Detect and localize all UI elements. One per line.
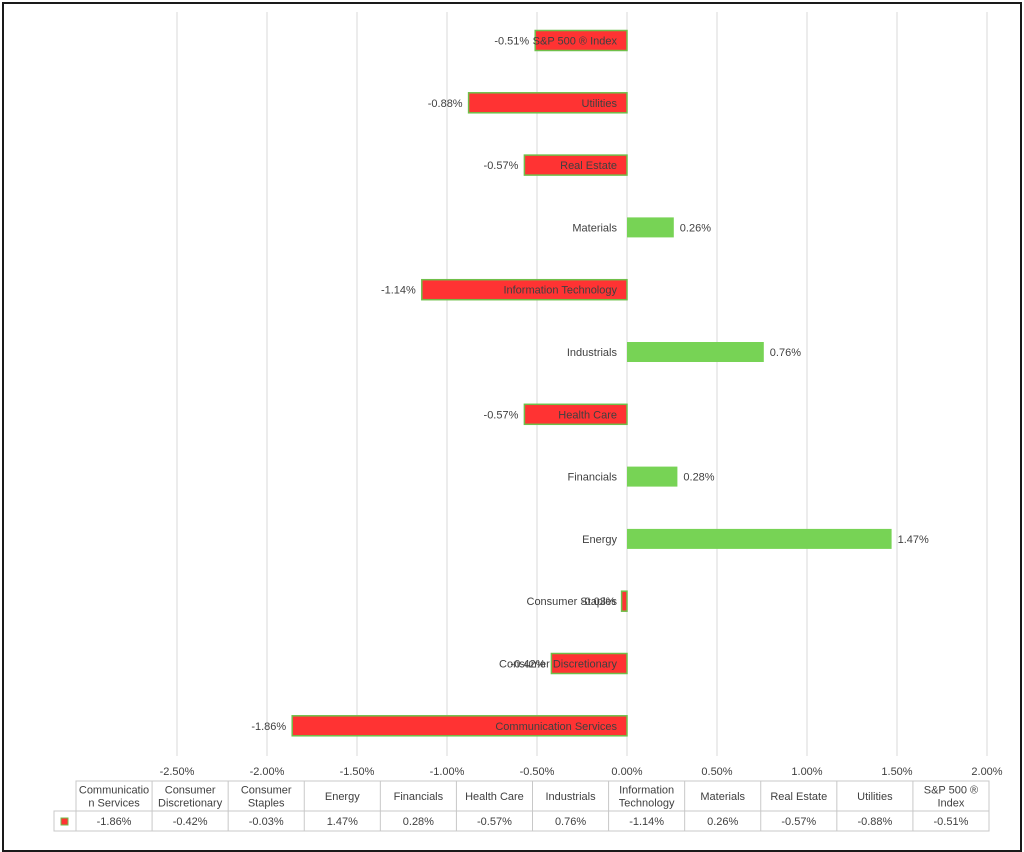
bars bbox=[291, 29, 892, 737]
table-value-cell: -0.57% bbox=[477, 816, 512, 828]
bar bbox=[627, 466, 678, 487]
gridlines bbox=[176, 12, 988, 756]
table-header-cell: Technology bbox=[619, 798, 675, 810]
value-label: -0.03% bbox=[581, 596, 616, 608]
category-label: Consumer Discretionary bbox=[499, 659, 617, 671]
table-header-cell: Utilities bbox=[857, 791, 893, 803]
bar bbox=[550, 652, 628, 675]
x-tick-label: -2.50% bbox=[160, 766, 195, 778]
x-axis-ticks: -2.50% -2.00% -1.50% -1.00% -0.50% 0.00% 0.50%… bbox=[160, 766, 1003, 778]
x-tick-label: -1.50% bbox=[340, 766, 375, 778]
bar bbox=[627, 528, 892, 549]
table-value-cell: -0.42% bbox=[173, 816, 208, 828]
table-header-cell: Information bbox=[619, 785, 674, 797]
sector-performance-chart: Communication Services Consumer Discretio… bbox=[53, 12, 1003, 832]
value-label: -0.57% bbox=[484, 160, 519, 172]
table-header-cell: S&P 500 ® bbox=[924, 785, 978, 797]
bar bbox=[523, 154, 628, 176]
category-label: Real Estate bbox=[560, 160, 617, 172]
bar bbox=[523, 403, 628, 426]
x-tick-label: 1.00% bbox=[791, 766, 822, 778]
table-value-cell: 0.26% bbox=[707, 816, 738, 828]
table-value-cell: -0.03% bbox=[249, 816, 284, 828]
data-table: Communication Services-1.86%ConsumerDisc… bbox=[53, 780, 990, 832]
table-header-cell: Health Care bbox=[465, 791, 524, 803]
value-labels: -1.86% -0.42% -0.03% 1.47% 0.28% -0.57% 0.76% -… bbox=[251, 36, 929, 733]
table-header-cell: Index bbox=[937, 798, 964, 810]
bar bbox=[421, 278, 628, 301]
category-label: Health Care bbox=[558, 409, 617, 421]
x-tick-label: -2.00% bbox=[250, 766, 285, 778]
x-tick-label: 2.00% bbox=[971, 766, 1002, 778]
category-labels: Communication Services Consumer Discretio… bbox=[495, 36, 617, 733]
value-label: -1.14% bbox=[381, 285, 416, 297]
category-label: Energy bbox=[582, 534, 617, 546]
category-label: Materials bbox=[572, 222, 617, 234]
table-value-cell: -1.14% bbox=[629, 816, 664, 828]
category-label: Industrials bbox=[567, 347, 618, 359]
table-value-cell: -0.51% bbox=[934, 816, 969, 828]
table-header-cell: n Services bbox=[88, 798, 140, 810]
category-label: Utilities bbox=[582, 98, 618, 110]
table-header-cell: Real Estate bbox=[770, 791, 827, 803]
x-tick-label: -1.00% bbox=[430, 766, 465, 778]
bar bbox=[627, 342, 764, 362]
table-header-cell: Communicatio bbox=[79, 785, 149, 797]
table-value-cell: 1.47% bbox=[327, 816, 358, 828]
bar bbox=[291, 715, 628, 737]
value-label: 0.26% bbox=[680, 222, 711, 234]
category-label: Financials bbox=[567, 472, 617, 484]
value-label: -1.86% bbox=[251, 721, 286, 733]
legend-key bbox=[60, 817, 69, 826]
x-tick-label: 0.00% bbox=[611, 766, 642, 778]
value-label: -0.57% bbox=[484, 409, 519, 421]
bar bbox=[467, 92, 628, 114]
table-header-cell: Industrials bbox=[545, 791, 596, 803]
table-header-cell: Consumer bbox=[165, 785, 216, 797]
value-label: -0.42% bbox=[511, 659, 546, 671]
table-value-cell: -1.86% bbox=[97, 816, 132, 828]
table-header-cell: Discretionary bbox=[158, 798, 223, 810]
value-label: 0.28% bbox=[683, 472, 714, 484]
value-label: 1.47% bbox=[898, 534, 929, 546]
table-header-cell: Staples bbox=[248, 798, 285, 810]
x-tick-label: 1.50% bbox=[881, 766, 912, 778]
bar bbox=[534, 29, 628, 52]
category-label: Information Technology bbox=[503, 285, 617, 297]
table-header-cell: Energy bbox=[325, 791, 360, 803]
value-label: -0.88% bbox=[428, 98, 463, 110]
table-header-cell: Financials bbox=[394, 791, 444, 803]
category-label: Consumer Staples bbox=[527, 596, 618, 608]
table-value-cell: -0.57% bbox=[781, 816, 816, 828]
bar bbox=[627, 217, 674, 238]
table-value-cell: -0.88% bbox=[857, 816, 892, 828]
category-label: S&P 500 ® Index bbox=[533, 36, 618, 48]
table-header-cell: Consumer bbox=[241, 785, 292, 797]
value-label: -0.51% bbox=[494, 36, 529, 48]
value-label: 0.76% bbox=[770, 347, 801, 359]
category-label: Communication Services bbox=[495, 721, 617, 733]
x-tick-label: 0.50% bbox=[701, 766, 732, 778]
bar bbox=[620, 590, 628, 612]
table-header-cell: Materials bbox=[700, 791, 745, 803]
table-value-cell: 0.76% bbox=[555, 816, 586, 828]
table-value-cell: 0.28% bbox=[403, 816, 434, 828]
x-tick-label: -0.50% bbox=[520, 766, 555, 778]
